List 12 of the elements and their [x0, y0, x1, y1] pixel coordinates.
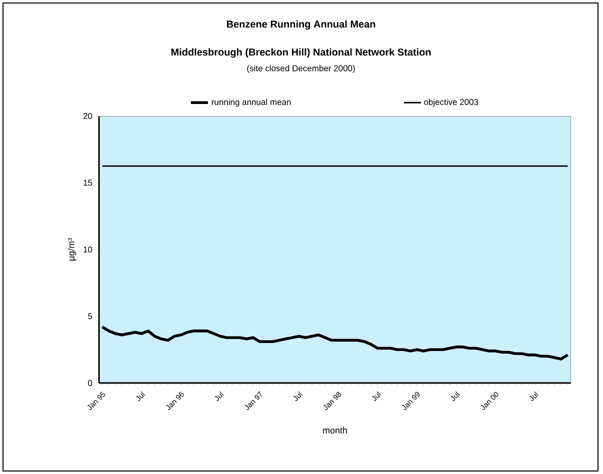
- y-tick-label: 10: [84, 246, 92, 252]
- legend-label: running annual mean: [212, 98, 291, 107]
- text: (site closed December 2000): [247, 65, 355, 73]
- y-tick-label: 20: [83, 112, 92, 119]
- chart-subtitle: Middlesbrough (Breckon Hill) National Network Station: [171, 48, 431, 58]
- y-tick-label: 5: [88, 313, 92, 320]
- x-axis-title: month: [323, 426, 347, 434]
- y-tick-label: 15: [84, 180, 92, 186]
- y-axis-title: µg/m³: [68, 238, 76, 260]
- y-tick-label: 0: [88, 380, 92, 386]
- chart-title: Benzene Running Annual Mean: [226, 20, 376, 30]
- legend-label: objective 2003: [424, 98, 478, 107]
